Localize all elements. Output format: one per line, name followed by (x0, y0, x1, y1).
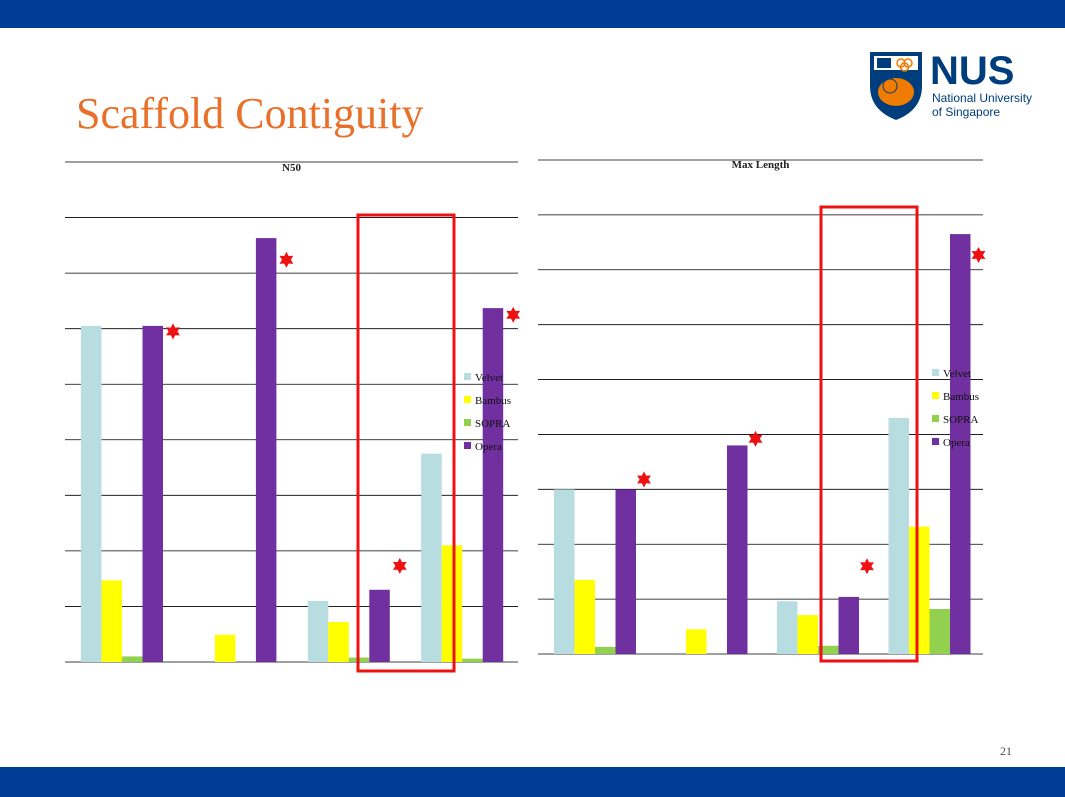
logo-line2: of Singapore (932, 105, 1000, 119)
bar-opera-3 (369, 589, 390, 662)
bar-sopra-1 (595, 646, 616, 654)
bar-opera-3 (838, 596, 859, 654)
legend-label-sopra: SOPRA (943, 414, 979, 426)
bar-velvet-4 (888, 417, 909, 654)
logo-line1: National University (932, 91, 1032, 105)
star-marker-icon (392, 557, 407, 574)
bar-sopra-4 (462, 658, 483, 662)
bar-opera-4 (950, 234, 971, 654)
legend-label-velvet: Velvet (475, 372, 503, 384)
legend-swatch-bambus (932, 392, 939, 399)
star-marker-icon (637, 471, 651, 488)
nus-logo: NUS National University of Singapore (870, 49, 1032, 120)
bar-velvet-1 (81, 325, 102, 662)
bar-bambus-3 (328, 622, 349, 662)
highlight-box (356, 213, 456, 673)
legend-swatch-sopra (932, 415, 939, 422)
bar-opera-1 (615, 489, 636, 654)
highlight-box (819, 205, 919, 663)
legend-label-sopra: SOPRA (475, 418, 511, 430)
star-marker-icon (971, 247, 986, 263)
legend-label-bambus: Bambus (943, 391, 979, 403)
bar-velvet-4 (421, 453, 442, 662)
bar-sopra-1 (122, 656, 143, 662)
bar-velvet-1 (554, 489, 575, 654)
nus-crest-icon (870, 52, 922, 120)
bar-bambus-2 (214, 634, 236, 662)
legend-swatch-bambus (464, 396, 471, 403)
page-number: 21 (1000, 744, 1012, 758)
legend-swatch-sopra (464, 419, 471, 426)
legend-label-velvet: Velvet (943, 368, 971, 380)
legend-swatch-opera (932, 438, 939, 445)
bar-sopra-4 (929, 608, 950, 654)
top-band (0, 0, 1065, 28)
legend-label-opera: Opera (475, 441, 502, 453)
bar-bambus-1 (101, 580, 122, 662)
bar-opera-2 (727, 445, 748, 654)
bar-opera-2 (255, 238, 277, 662)
bar-bambus-3 (797, 615, 818, 654)
bar-opera-1 (142, 325, 163, 662)
legend-label-bambus: Bambus (475, 395, 511, 407)
star-marker-icon (748, 430, 763, 447)
star-marker-icon (506, 306, 521, 323)
bar-bambus-4 (441, 545, 463, 662)
bar-bambus-1 (574, 579, 595, 654)
star-marker-icon (166, 323, 180, 340)
chart-title: N50 (282, 162, 301, 174)
bar-sopra-3 (818, 645, 839, 654)
legend-swatch-opera (464, 442, 471, 449)
bottom-band (0, 767, 1065, 797)
chart-title: Max Length (732, 159, 790, 171)
bar-bambus-4 (909, 526, 930, 654)
legend-label-opera: Opera (943, 437, 970, 449)
bar-bambus-2 (686, 629, 707, 654)
star-marker-icon (860, 558, 874, 575)
bar-velvet-3 (307, 600, 329, 662)
logo-wordmark: NUS (930, 49, 1014, 93)
star-marker-icon (279, 251, 294, 268)
legend-swatch-velvet (932, 369, 939, 376)
bar-velvet-3 (777, 601, 798, 654)
legend-swatch-velvet (464, 373, 471, 380)
slide-title: Scaffold Contiguity (76, 89, 424, 138)
bar-opera-4 (482, 308, 504, 662)
